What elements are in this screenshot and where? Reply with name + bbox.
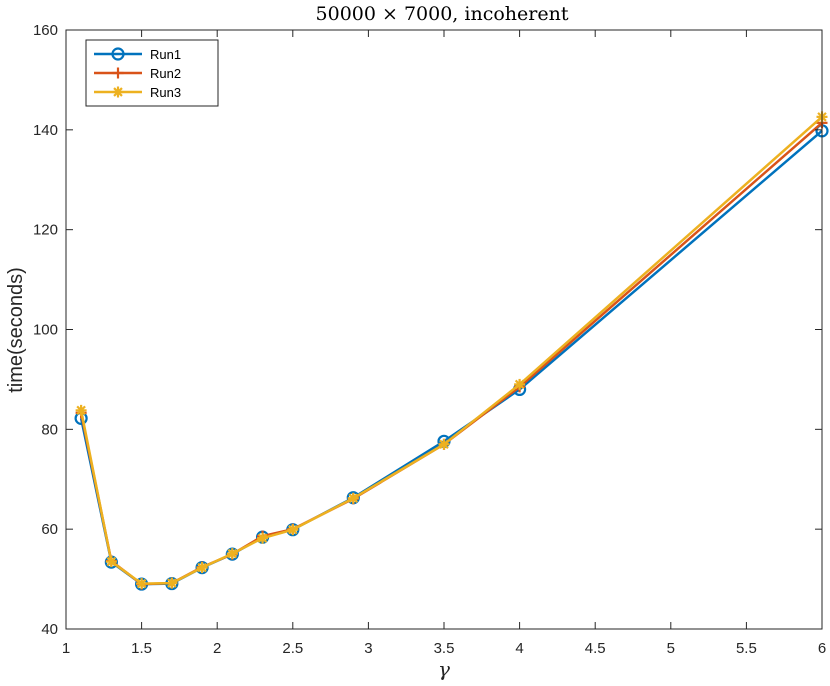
legend: Run1 Run2 Run3 (85, 39, 219, 107)
plot-area (66, 30, 822, 629)
asterisk-d2 (136, 578, 147, 589)
x-tick-label: 6 (818, 640, 826, 657)
data-point-asterisk (257, 532, 269, 544)
asterisk-d2 (348, 493, 359, 503)
x-tick-label: 5 (667, 640, 675, 657)
x-tick-labels: 1 1.5 2 2.5 3 3.5 4 4.5 5 5.5 6 (62, 640, 826, 657)
series-line (79, 115, 823, 585)
legend-box (85, 39, 219, 107)
series-run3 (75, 111, 828, 590)
x-tick-label: 3.5 (434, 640, 455, 657)
x-tick-label: 4 (515, 640, 523, 657)
data-point-asterisk (196, 562, 208, 574)
asterisk-d2 (288, 524, 298, 535)
y-tick-label: 60 (41, 521, 58, 538)
asterisk-d2 (113, 87, 123, 97)
asterisk-d2 (227, 548, 238, 559)
legend-item-run2: Run2 (94, 66, 181, 81)
asterisk-d2 (439, 439, 449, 450)
data-point-asterisk (226, 548, 238, 560)
x-tick-label: 1.5 (131, 640, 152, 657)
y-tick-label: 100 (33, 322, 58, 339)
asterisk-d2 (106, 556, 117, 567)
x-tick-label: 3 (364, 640, 372, 657)
asterisk-d2 (514, 379, 525, 390)
y-tick-label: 40 (41, 621, 58, 638)
data-point-asterisk (347, 492, 359, 504)
y-axis-label: time(seconds) (5, 267, 27, 393)
y-tick-label: 120 (33, 222, 58, 239)
axes-layer (65, 29, 823, 630)
series-layer (74, 111, 829, 591)
legend-item-run1: Run1 (94, 47, 181, 62)
asterisk-d2 (257, 533, 268, 543)
legend-label: Run3 (150, 85, 181, 100)
chart-title: 50000 × 7000, incoherent (316, 3, 569, 25)
x-tick-label: 5.5 (736, 640, 757, 657)
data-point-plus (112, 67, 124, 79)
data-point-asterisk (136, 578, 148, 590)
x-axis-label: γ (438, 657, 450, 681)
data-point-asterisk (166, 577, 178, 589)
x-tick-label: 2 (213, 640, 221, 657)
y-tick-labels: 40 60 80 100 120 140 160 (33, 22, 58, 638)
legend-item-run3: Run3 (94, 85, 181, 100)
legend-label: Run2 (150, 66, 181, 81)
data-point-asterisk (514, 378, 526, 390)
legend-label: Run1 (150, 47, 181, 62)
asterisk-d2 (76, 405, 86, 416)
x-tick-label: 1 (62, 640, 70, 657)
data-point-asterisk (75, 404, 87, 416)
data-point-asterisk (105, 556, 117, 568)
asterisk-d2 (197, 562, 207, 573)
data-point-circle (111, 47, 125, 61)
y-tick-label: 140 (33, 122, 58, 139)
x-tick-label: 2.5 (282, 640, 303, 657)
asterisk-d2 (167, 578, 177, 588)
y-tick-label: 80 (41, 421, 58, 438)
data-point-asterisk (438, 438, 450, 450)
data-point-asterisk (287, 524, 299, 536)
data-point-asterisk (112, 86, 124, 98)
y-tick-label: 160 (33, 22, 58, 39)
x-tick-label: 4.5 (585, 640, 606, 657)
